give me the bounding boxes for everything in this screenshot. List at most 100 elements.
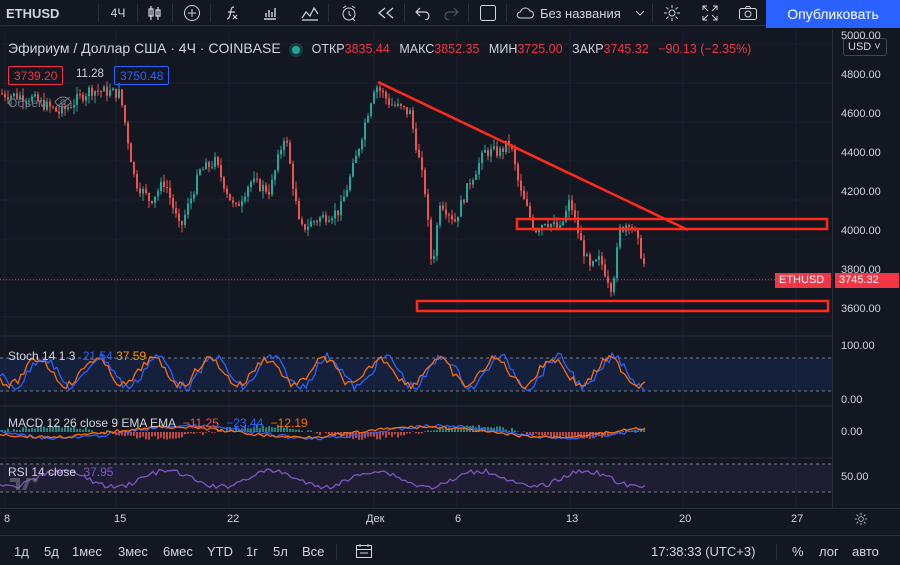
macd-signal-value: −12.19 (270, 416, 308, 430)
candle-body (115, 88, 117, 98)
price-axis[interactable]: USD ˅ 5000.00 4800.00 4600.00 4400.00 42… (832, 30, 900, 508)
macd-histogram-bar (145, 432, 147, 440)
open-value: 3835.44 (344, 42, 390, 56)
layout-select-icon[interactable] (476, 0, 500, 26)
macd-histogram-bar (508, 430, 510, 432)
candle-body (391, 104, 393, 106)
candle-body (250, 181, 252, 187)
candle-body (292, 163, 294, 189)
range-1d[interactable]: 1д (14, 544, 29, 559)
candle-body (445, 209, 447, 215)
candle-body (409, 110, 411, 115)
time-tick: 22 (227, 513, 240, 525)
function-icon[interactable] (220, 0, 244, 26)
candle-body (547, 224, 549, 227)
macd-histogram-bar (316, 432, 318, 434)
macd-histogram-bar (37, 426, 39, 432)
macd-histogram-bar (535, 432, 537, 434)
candle-body (16, 93, 18, 99)
candle-body (268, 191, 270, 195)
macd-histogram-bar (253, 427, 255, 432)
compare-chart-icon[interactable] (298, 0, 322, 26)
range-ytd[interactable]: YTD (207, 544, 233, 559)
percent-scale-toggle[interactable]: % (792, 544, 804, 559)
macd-histogram-bar (61, 427, 63, 432)
candle-body (112, 88, 114, 91)
support-rectangle (415, 299, 830, 313)
range-6m[interactable]: 6мес (163, 544, 193, 559)
macd-legend[interactable]: MACD 12 26 close 9 EMA EMA −11.25 −23.44… (8, 416, 308, 430)
macd-histogram-bar (538, 432, 540, 436)
publish-button[interactable]: Опубликовать (766, 0, 900, 28)
macd-histogram-bar (643, 429, 645, 432)
volume-label[interactable]: Объем (8, 96, 47, 110)
tradingview-logo[interactable] (8, 474, 40, 497)
range-1y[interactable]: 1г (246, 544, 258, 559)
symbol-description[interactable]: Эфириум / Доллар США · 4Ч · COINBASE (8, 40, 281, 56)
macd-histogram-bar (496, 426, 498, 432)
ask-price-box[interactable]: 3750.48 (114, 66, 170, 85)
macd-histogram-bar (73, 425, 75, 432)
rsi-legend[interactable]: RSI 14 close 37.95 (8, 465, 113, 479)
auto-scale-toggle[interactable]: авто (852, 544, 879, 559)
macd-histogram-bar (211, 432, 213, 433)
stoch-legend[interactable]: Stoch 14 1 3 21.54 37.59 (8, 349, 146, 363)
redo-icon[interactable] (440, 0, 462, 26)
candles-style-icon[interactable] (144, 0, 166, 26)
macd-histogram-bar (604, 432, 606, 437)
candle-body (532, 217, 534, 229)
range-3m[interactable]: 3мес (118, 544, 148, 559)
price-chart[interactable] (0, 30, 832, 508)
bid-price-box[interactable]: 3739.20 (8, 66, 64, 85)
clock-timezone[interactable]: 17:38:33 (UTC+3) (651, 544, 756, 559)
candle-body (1, 93, 3, 95)
candle-body (406, 107, 408, 115)
axis-settings-icon[interactable] (854, 512, 868, 529)
range-5d[interactable]: 5д (44, 544, 59, 559)
time-axis[interactable]: 8 15 22 Дек 6 13 20 27 (0, 508, 900, 530)
log-scale-toggle[interactable]: лог (819, 544, 839, 559)
cloud-icon[interactable] (514, 0, 536, 26)
interval-button[interactable]: 4Ч (110, 6, 126, 20)
undo-icon[interactable] (412, 0, 434, 26)
financials-bars-icon[interactable] (258, 0, 282, 26)
layout-name-label[interactable]: Без названия (540, 5, 621, 21)
candle-body (619, 226, 621, 248)
range-1m[interactable]: 1мес (72, 544, 102, 559)
candle-body (598, 256, 600, 260)
macd-histogram-bar (487, 426, 489, 432)
range-5y[interactable]: 5л (273, 544, 288, 559)
candle-body (265, 184, 267, 192)
macd-histogram-bar (586, 432, 588, 439)
macd-histogram-bar (34, 428, 36, 432)
candle-body (355, 155, 357, 163)
replay-rewind-icon[interactable] (374, 0, 398, 26)
alert-clock-icon[interactable] (336, 0, 362, 26)
candle-body (196, 174, 198, 195)
gear-icon[interactable] (660, 0, 684, 26)
macd-histogram-bar (13, 428, 15, 432)
candle-body (520, 180, 522, 191)
macd-histogram-bar (379, 432, 381, 440)
candle-body (373, 92, 375, 104)
candle-body (433, 255, 435, 259)
stoch-k-value: 21.54 (82, 349, 113, 363)
candle-body (217, 156, 219, 166)
symbol-search-button[interactable]: ETHUSD (6, 5, 60, 21)
macd-histogram-bar (382, 432, 384, 436)
candle-body (643, 258, 645, 264)
macd-histogram-bar (550, 432, 552, 438)
chevron-down-icon[interactable] (634, 0, 646, 26)
macd-histogram-bar (184, 432, 186, 435)
range-all[interactable]: Все (302, 544, 325, 559)
date-range-icon[interactable] (355, 543, 373, 562)
hide-eye-icon[interactable] (54, 96, 72, 111)
fullscreen-icon[interactable] (698, 0, 722, 26)
macd-histogram-bar (436, 429, 438, 432)
toolbar-divider (776, 544, 777, 560)
macd-histogram-bar (607, 432, 609, 437)
indicators-plus-icon[interactable] (180, 0, 204, 26)
camera-icon[interactable] (736, 0, 760, 26)
macd-histogram-bar (55, 424, 57, 432)
currency-select[interactable]: USD ˅ (843, 38, 887, 56)
